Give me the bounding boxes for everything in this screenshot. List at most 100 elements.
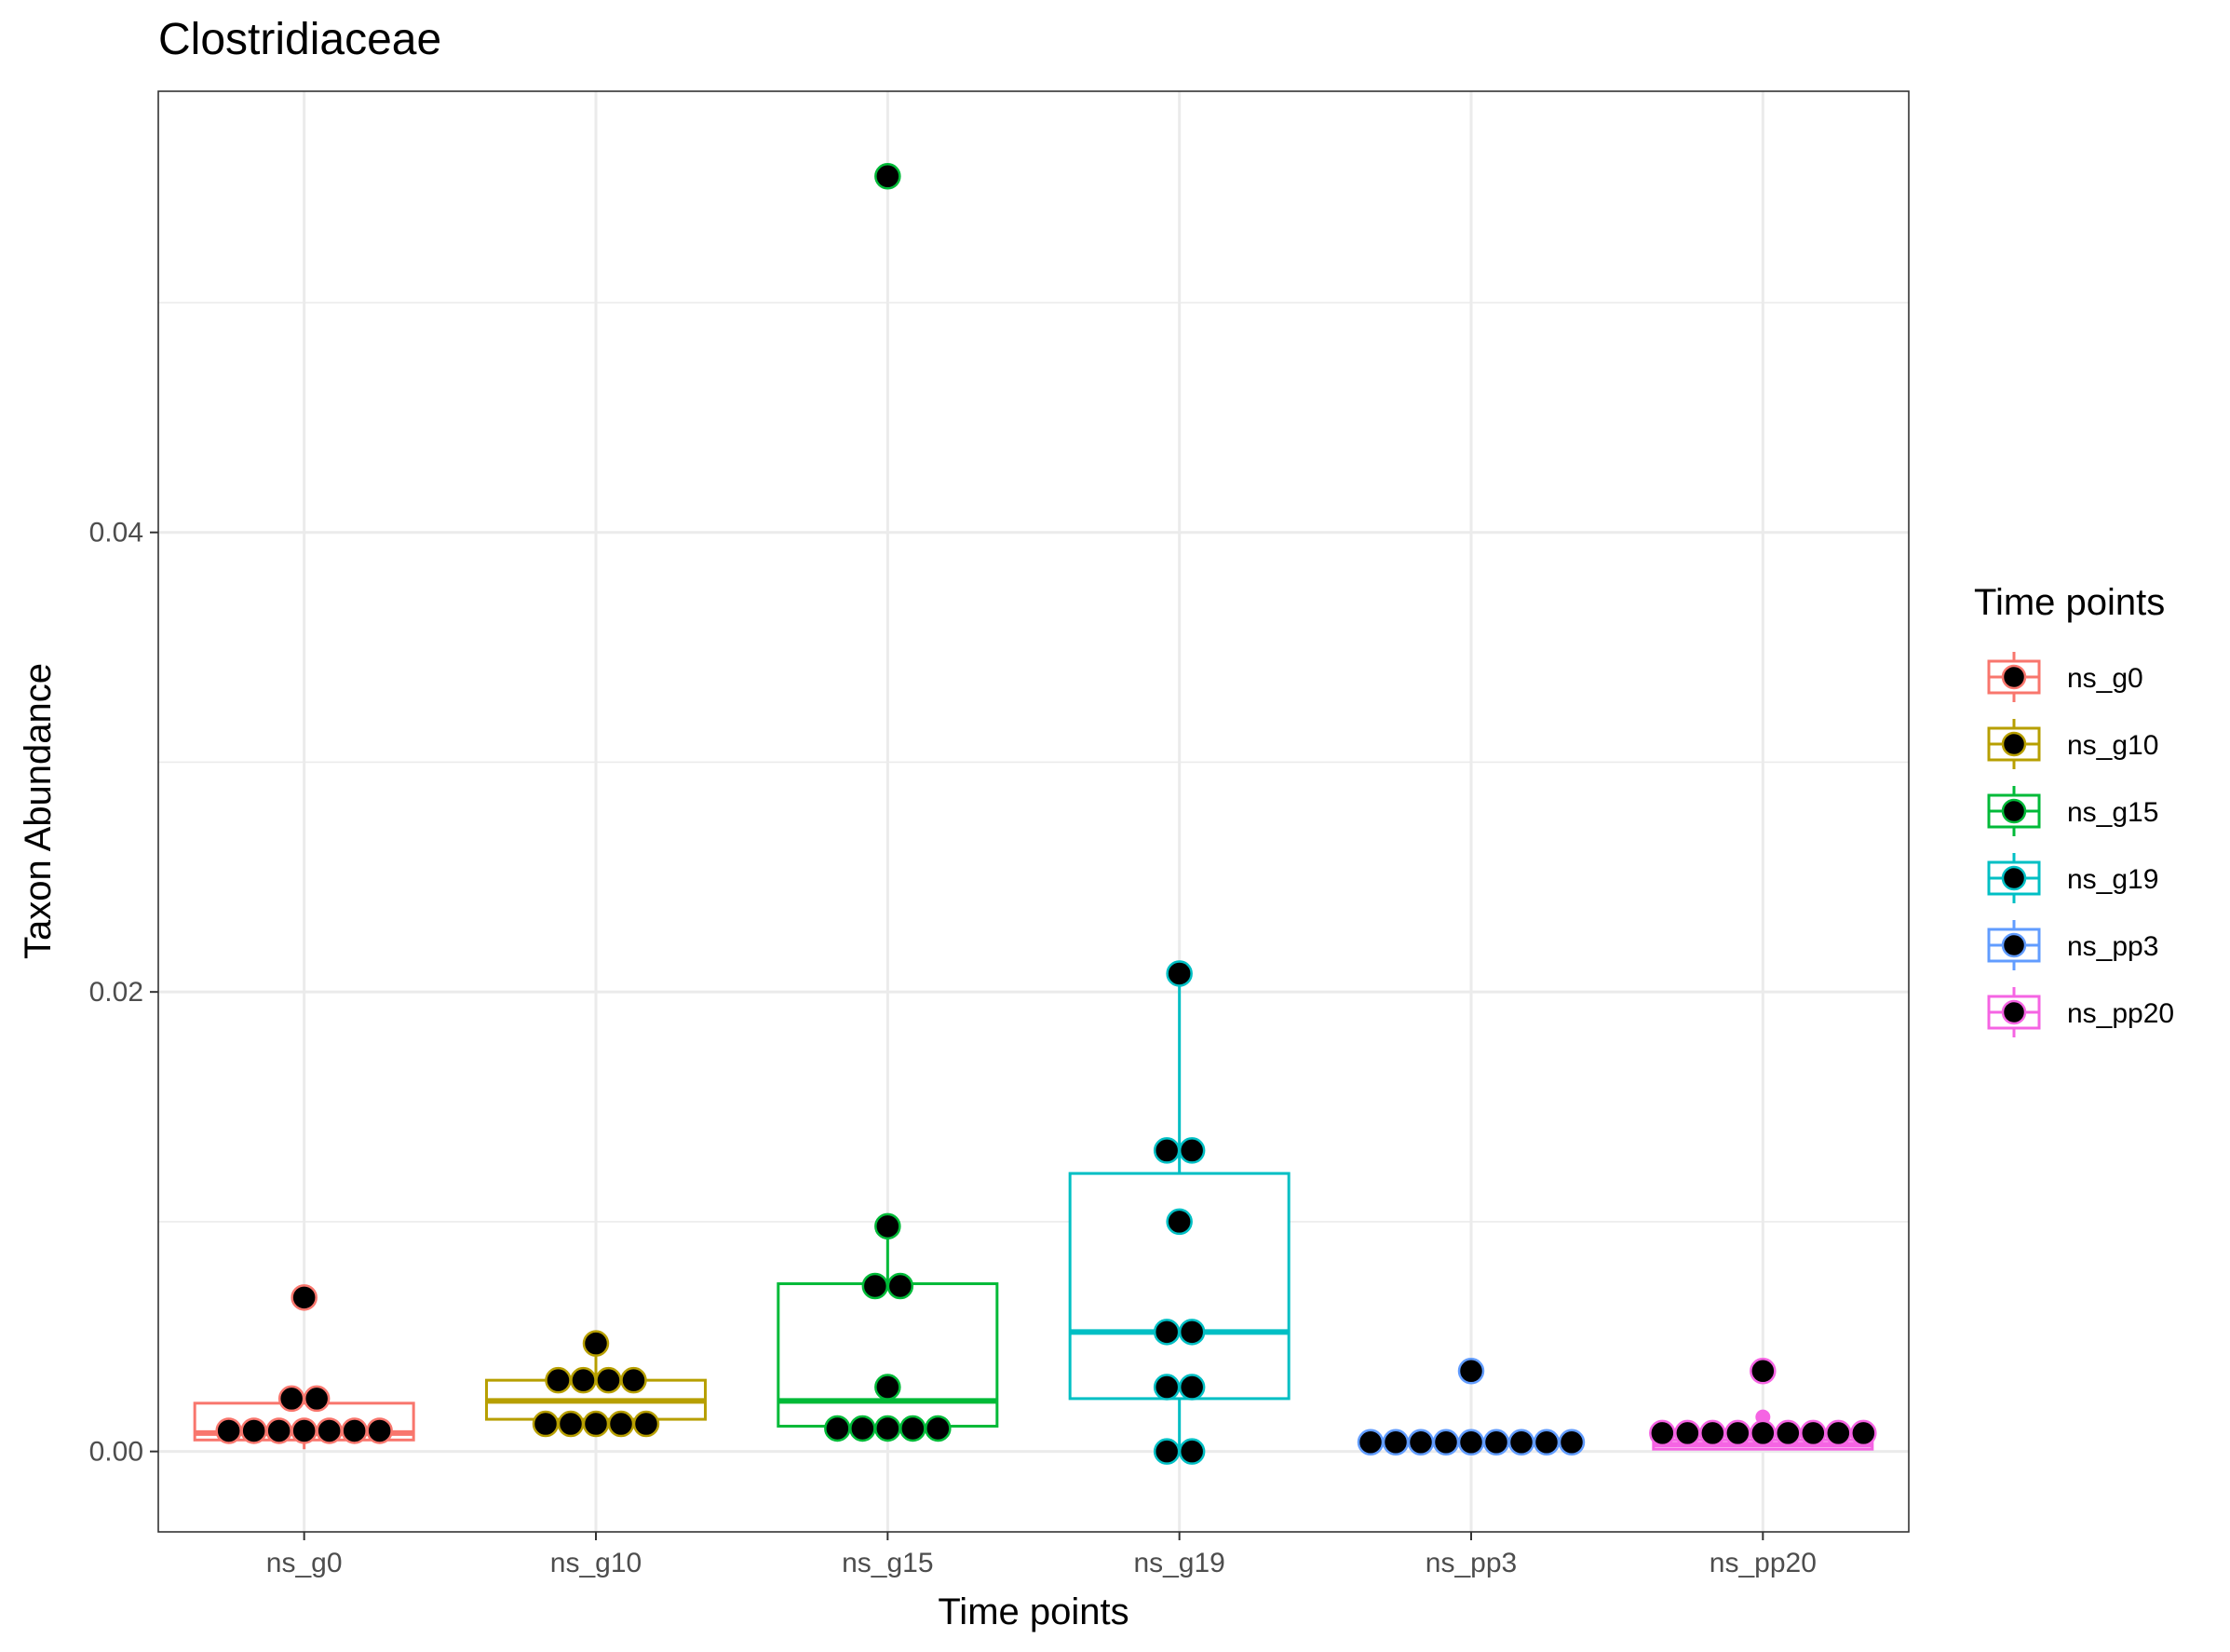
data-point xyxy=(291,1284,318,1311)
data-point xyxy=(1457,1358,1485,1385)
data-point xyxy=(632,1410,660,1438)
data-point xyxy=(303,1385,331,1413)
data-point xyxy=(886,1272,914,1300)
data-point xyxy=(582,1330,610,1357)
data-point xyxy=(1432,1429,1460,1456)
data-point xyxy=(240,1417,267,1444)
data-point xyxy=(341,1417,368,1444)
data-point xyxy=(545,1366,572,1394)
legend-key-dot xyxy=(2001,664,2027,690)
data-point xyxy=(1800,1419,1827,1447)
data-point xyxy=(595,1366,622,1394)
data-point xyxy=(1750,1358,1777,1385)
data-point xyxy=(874,1415,901,1442)
box-iqr xyxy=(1068,1171,1291,1401)
data-point xyxy=(570,1366,597,1394)
data-point xyxy=(861,1272,889,1300)
data-point xyxy=(1166,960,1193,987)
data-point xyxy=(1533,1429,1561,1456)
data-point xyxy=(1699,1419,1726,1447)
legend-label: ns_g15 xyxy=(2067,797,2158,828)
legend-item-ns_pp20: ns_pp20 xyxy=(1987,987,2174,1037)
x-tick-label: ns_g15 xyxy=(842,1548,933,1578)
data-point xyxy=(1153,1374,1181,1401)
data-point xyxy=(291,1417,318,1444)
data-point xyxy=(1166,1208,1193,1236)
point-layer xyxy=(215,163,1877,1465)
x-tick-label: ns_pp20 xyxy=(1710,1548,1817,1578)
points-ns_g10 xyxy=(532,1330,660,1438)
data-point xyxy=(1153,1137,1181,1164)
x-tick-label: ns_g0 xyxy=(266,1548,343,1578)
data-point xyxy=(1178,1374,1206,1401)
legend-item-ns_g19: ns_g19 xyxy=(1987,853,2158,903)
legend-item-ns_g15: ns_g15 xyxy=(1987,786,2158,836)
legend-item-ns_pp3: ns_pp3 xyxy=(1987,920,2158,970)
data-point xyxy=(215,1417,242,1444)
x-tick-label: ns_g10 xyxy=(550,1548,642,1578)
y-tick-label: 0.02 xyxy=(89,977,143,1008)
legend-key-dot xyxy=(2001,798,2027,824)
data-point xyxy=(532,1410,560,1438)
legend-key-dot xyxy=(2001,999,2027,1025)
x-axis-title: Time points xyxy=(938,1591,1129,1632)
data-point xyxy=(1825,1419,1852,1447)
points-ns_pp20 xyxy=(1649,1358,1877,1447)
points-ns_g15 xyxy=(824,163,952,1442)
points-ns_pp3 xyxy=(1357,1358,1586,1456)
data-point xyxy=(1153,1438,1181,1465)
legend-key-dot xyxy=(2001,932,2027,958)
legend-items: ns_g0 ns_g10 ns_g15 ns_g19 ns_pp3 ns_pp20 xyxy=(1987,652,2174,1037)
data-point xyxy=(1178,1319,1206,1346)
data-point xyxy=(1649,1419,1676,1447)
data-point xyxy=(1357,1429,1385,1456)
data-point xyxy=(1850,1419,1877,1447)
legend-label: ns_g0 xyxy=(2067,663,2143,694)
data-point xyxy=(620,1366,647,1394)
data-point xyxy=(366,1417,393,1444)
data-point xyxy=(899,1415,926,1442)
data-point xyxy=(1178,1438,1206,1465)
box-iqr xyxy=(777,1282,999,1429)
data-point xyxy=(1178,1137,1206,1164)
data-point xyxy=(1382,1429,1410,1456)
data-point xyxy=(1407,1429,1435,1456)
legend-label: ns_pp20 xyxy=(2067,998,2174,1029)
data-point xyxy=(874,1374,901,1401)
axis-layer: 0.00 0.02 0.04 ns_g0 ns_g10 ns_g15 ns_g19 ns_pp… xyxy=(89,518,1817,1578)
data-point xyxy=(874,1212,901,1240)
data-point xyxy=(849,1415,876,1442)
data-point xyxy=(1750,1419,1777,1447)
legend: Time points ns_g0 ns_g10 ns_g15 ns_g19 ns_pp… xyxy=(1974,582,2174,1037)
chart-title: Clostridiaceae xyxy=(158,15,441,64)
data-point xyxy=(1724,1419,1751,1447)
points-ns_g0 xyxy=(215,1284,393,1444)
legend-label: ns_pp3 xyxy=(2067,931,2158,962)
x-tick-label: ns_pp3 xyxy=(1426,1548,1517,1578)
data-point xyxy=(1775,1419,1802,1447)
data-point xyxy=(1153,1319,1181,1346)
data-point xyxy=(607,1410,635,1438)
legend-key-dot xyxy=(2001,731,2027,757)
plot-panel-border xyxy=(157,90,1910,1533)
legend-item-ns_g0: ns_g0 xyxy=(1987,652,2143,702)
data-point xyxy=(1558,1429,1586,1456)
points-ns_g19 xyxy=(1153,960,1206,1465)
y-tick-label: 0.00 xyxy=(89,1437,143,1468)
data-point xyxy=(1457,1429,1485,1456)
data-point xyxy=(874,163,901,190)
legend-key-dot xyxy=(2001,865,2027,891)
data-point xyxy=(265,1417,292,1444)
data-point xyxy=(316,1417,343,1444)
data-point xyxy=(277,1385,305,1413)
legend-item-ns_g10: ns_g10 xyxy=(1987,719,2158,769)
data-point xyxy=(1507,1429,1535,1456)
data-point xyxy=(925,1415,952,1442)
data-point xyxy=(582,1410,610,1438)
legend-title: Time points xyxy=(1974,582,2165,623)
data-point xyxy=(1482,1429,1510,1456)
y-tick-label: 0.04 xyxy=(89,518,143,548)
x-tick-label: ns_g19 xyxy=(1133,1548,1224,1578)
legend-label: ns_g10 xyxy=(2067,730,2158,761)
